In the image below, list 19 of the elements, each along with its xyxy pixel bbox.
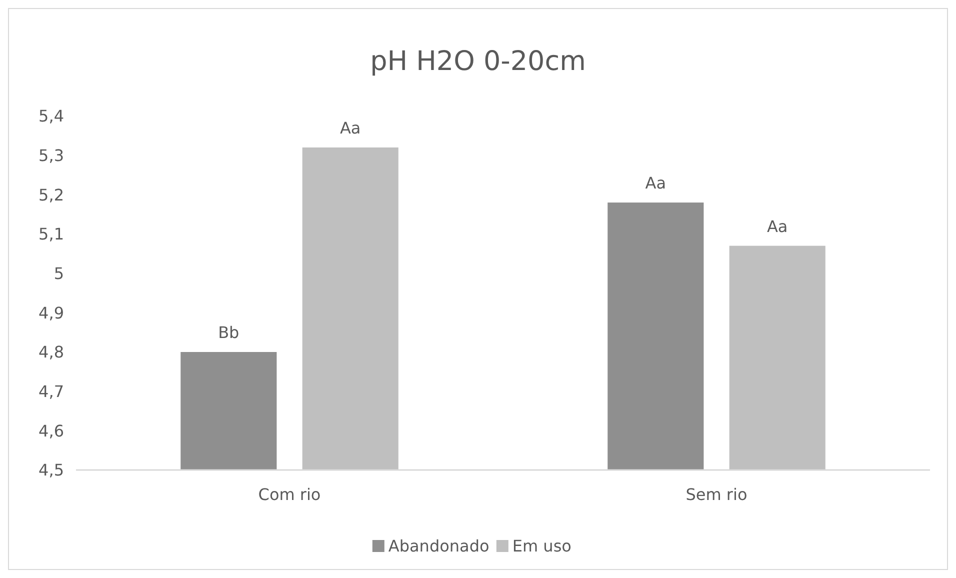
y-tick-label: 4,8 xyxy=(38,342,64,362)
data-label: Bb xyxy=(218,323,240,342)
legend-label: Abandonado xyxy=(388,536,490,556)
y-tick-label: 5 xyxy=(54,264,64,283)
y-tick-label: 5,3 xyxy=(38,146,64,165)
y-tick-label: 5,4 xyxy=(38,106,64,126)
data-label: Aa xyxy=(766,216,788,236)
y-tick-label: 5,2 xyxy=(38,185,64,204)
data-label: Aa xyxy=(340,118,361,138)
y-tick-label: 4,7 xyxy=(38,382,64,401)
y-tick-label: 4,9 xyxy=(38,303,64,322)
y-tick-label: 4,6 xyxy=(38,421,64,440)
legend-label: Em uso xyxy=(512,536,572,556)
x-tick-label: Sem rio xyxy=(686,485,748,504)
y-tick-label: 4,5 xyxy=(38,460,64,480)
y-tick-label: 5,1 xyxy=(38,224,64,244)
data-label: Aa xyxy=(645,174,666,193)
chart-title: pH H2O 0-20cm xyxy=(370,46,586,77)
x-tick-label: Com rio xyxy=(258,485,321,504)
